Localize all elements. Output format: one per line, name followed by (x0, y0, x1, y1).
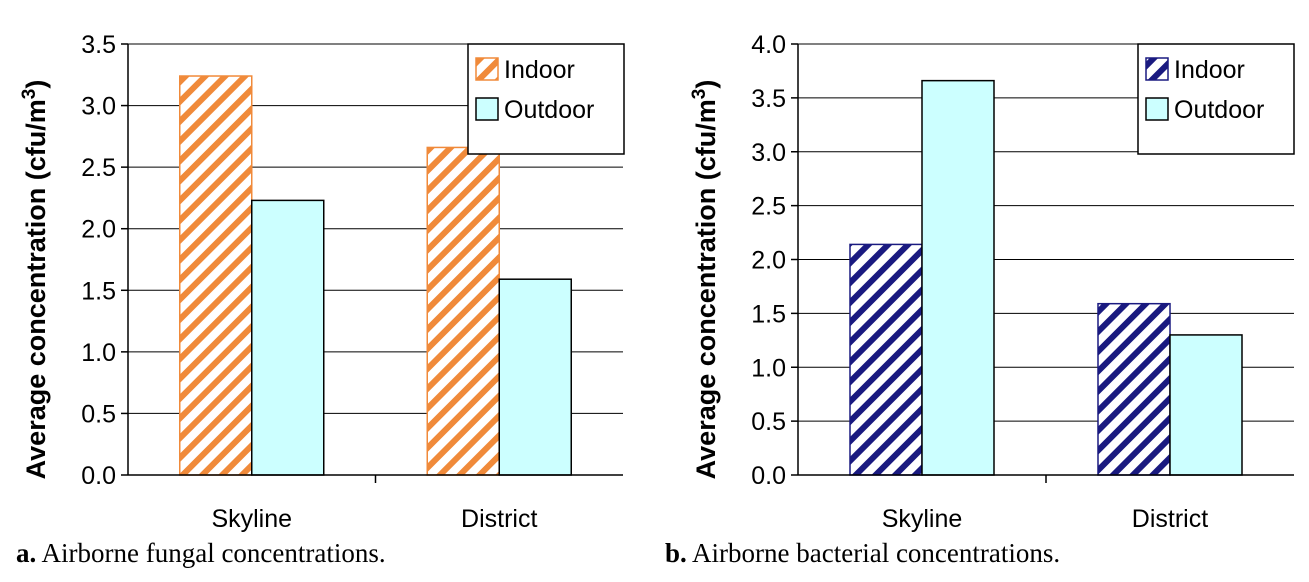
bacterial-legend-swatch-indoor (1145, 57, 1169, 81)
bacterial-legend-label-indoor: Indoor (1174, 56, 1245, 84)
fungal-x-category-label: Skyline (211, 505, 292, 533)
fungal-y-axis-label-main: Average concentration (cfu/m (21, 99, 51, 479)
fungal-y-tick-label: 3.0 (81, 93, 116, 121)
fungal-y-tick-label: 0.0 (81, 462, 116, 490)
fungal-y-tick-label: 3.5 (81, 31, 116, 59)
bacterial-y-tick-label: 0.0 (751, 462, 786, 490)
fungal-legend: Indoor Outdoor (467, 43, 625, 155)
fungal-y-tick-label: 2.0 (81, 216, 116, 244)
bacterial-y-tick-label: 0.5 (751, 408, 786, 436)
fungal-y-axis-label: Average concentration (cfu/m3) (19, 80, 52, 480)
chart-fungal: 0.0 0.5 1.0 1.5 2.0 2.5 3.0 3.5 Skyline District A… (19, 31, 625, 533)
fungal-x-category-label: District (461, 505, 537, 533)
bacterial-y-axis-label-main: Average concentration (cfu/m (691, 99, 721, 479)
fungal-y-axis-label-close: ) (21, 80, 51, 89)
bacterial-y-axis-label: Average concentration (cfu/m3) (689, 80, 722, 480)
bacterial-bar-indoor-skyline (849, 243, 923, 476)
bacterial-x-category-label: District (1132, 505, 1208, 533)
fungal-bar-indoor-district (426, 146, 500, 476)
fungal-y-tick-label: 1.0 (81, 339, 116, 367)
bacterial-bar-outdoor-skyline (921, 79, 995, 476)
caption-b-text: Airborne bacterial concentrations. (686, 538, 1061, 568)
bacterial-y-tick-label: 1.5 (751, 300, 786, 328)
fungal-y-tick-label: 2.5 (81, 154, 116, 182)
caption-a: a. Airborne fungal concentrations. (16, 538, 386, 569)
bacterial-y-axis-label-close: ) (691, 80, 721, 89)
fungal-y-tick-label: 1.5 (81, 277, 116, 305)
fungal-legend-swatch-outdoor (475, 97, 499, 121)
bacterial-y-tick-label: 1.0 (751, 354, 786, 382)
bacterial-y-tick-label: 4.0 (751, 31, 786, 59)
fungal-bar-indoor-skyline (179, 75, 253, 476)
fungal-legend-label-indoor: Indoor (504, 56, 575, 84)
bacterial-y-tick-label: 2.5 (751, 193, 786, 221)
bacterial-legend: Indoor Outdoor (1137, 43, 1295, 155)
bacterial-x-category-label: Skyline (882, 505, 963, 533)
bacterial-legend-swatch-outdoor (1145, 97, 1169, 121)
caption-a-letter: a. (16, 538, 37, 568)
caption-a-text: Airborne fungal concentrations. (36, 538, 386, 568)
bacterial-bar-outdoor-district (1169, 334, 1243, 476)
fungal-bar-outdoor-skyline (251, 199, 325, 476)
fungal-y-axis-label-superscript: 3 (19, 89, 40, 100)
fungal-bar-outdoor-district (498, 278, 572, 476)
bacterial-y-tick-label: 3.5 (751, 85, 786, 113)
caption-b-letter: b. (665, 538, 687, 568)
fungal-legend-label-outdoor: Outdoor (504, 96, 594, 124)
bacterial-bar-indoor-district (1097, 302, 1171, 476)
fungal-legend-swatch-indoor (475, 57, 499, 81)
bacterial-legend-label-outdoor: Outdoor (1174, 96, 1264, 124)
bacterial-y-tick-label: 2.0 (751, 247, 786, 275)
bacterial-y-axis-label-superscript: 3 (689, 89, 710, 100)
chart-bacterial: 0.0 0.5 1.0 1.5 2.0 2.5 3.0 3.5 4.0 Skyline Distri… (689, 31, 1295, 533)
bacterial-y-tick-label: 3.0 (751, 139, 786, 167)
caption-b: b. Airborne bacterial concentrations. (665, 538, 1060, 569)
fungal-y-tick-label: 0.5 (81, 400, 116, 428)
